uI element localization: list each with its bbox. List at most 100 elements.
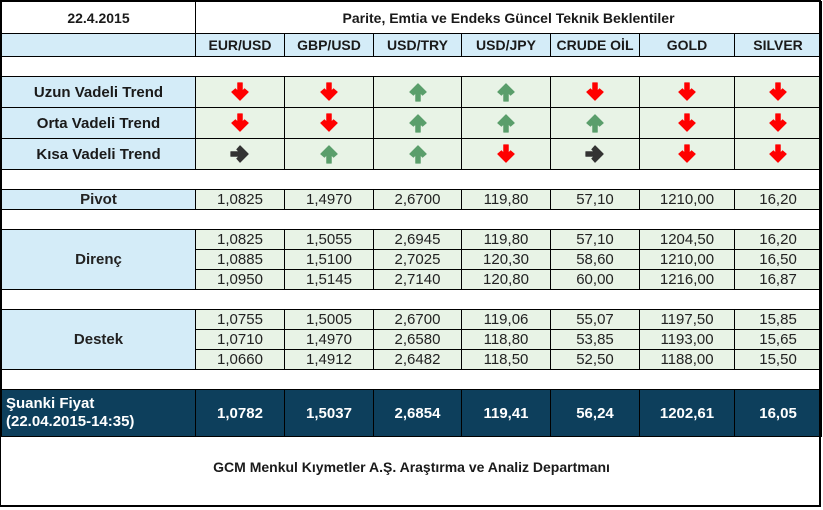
current-price-row: Şuanki Fiyat (22.04.2015-14:35) 1,0782 1,… [1, 389, 823, 437]
trend-cell [373, 107, 462, 139]
value-cell: 15,65 [733, 329, 823, 350]
trend-cell [373, 138, 462, 170]
arrow-up-icon [407, 81, 429, 103]
value-cell: 1,0660 [195, 349, 285, 370]
value-cell: 57,10 [550, 229, 640, 250]
arrow-up-icon [495, 81, 517, 103]
arrow-up-icon [318, 143, 340, 165]
arrow-right-icon [584, 143, 606, 165]
current-value: 1,5037 [284, 389, 374, 437]
trend-cell [733, 138, 823, 170]
value-cell: 1,0710 [195, 329, 285, 350]
report-date: 22.4.2015 [1, 1, 196, 34]
trend-cell [639, 107, 735, 139]
value-cell: 57,10 [550, 189, 640, 210]
value-cell: 1,4970 [284, 189, 374, 210]
current-value: 56,24 [550, 389, 640, 437]
trend-row-mid: Orta Vadeli Trend [1, 107, 823, 139]
value-cell: 16,87 [733, 269, 823, 290]
support-label: Destek [1, 309, 196, 370]
trend-cell [733, 76, 823, 108]
arrow-down-icon [584, 81, 606, 103]
value-cell: 55,07 [550, 309, 640, 330]
trend-cell [639, 138, 735, 170]
value-cell: 16,20 [733, 189, 823, 210]
col-header: USD/JPY [461, 33, 551, 57]
title-row: 22.4.2015 Parite, Emtia ve Endeks Güncel… [1, 1, 823, 34]
arrow-right-icon [229, 143, 251, 165]
spacer-row [0, 169, 823, 190]
value-cell: 2,6700 [373, 309, 462, 330]
trend-cell [550, 138, 640, 170]
value-cell: 1188,00 [639, 349, 735, 370]
value-cell: 120,30 [461, 249, 551, 270]
support-row: 1,0710 1,4970 2,6580 118,80 53,85 1193,0… [2, 329, 823, 350]
trend-cell [284, 107, 374, 139]
value-cell: 15,50 [733, 349, 823, 370]
pivot-label: Pivot [1, 189, 196, 210]
trend-label: Uzun Vadeli Trend [1, 76, 196, 108]
value-cell: 2,7140 [373, 269, 462, 290]
trend-row-long: Uzun Vadeli Trend [1, 76, 823, 108]
spacer [0, 169, 823, 190]
arrow-down-icon [676, 81, 698, 103]
value-cell: 1,5005 [284, 309, 374, 330]
value-cell: 58,60 [550, 249, 640, 270]
pivot-row: Pivot 1,0825 1,4970 2,6700 119,80 57,10 … [1, 189, 823, 210]
trend-cell [461, 138, 551, 170]
trend-row-short: Kısa Vadeli Trend [1, 138, 823, 170]
value-cell: 1210,00 [639, 249, 735, 270]
trend-cell [733, 107, 823, 139]
footer-row: GCM Menkul Kıymetler A.Ş. Araştırma ve A… [2, 437, 822, 497]
current-value: 119,41 [461, 389, 551, 437]
value-cell: 1,0950 [195, 269, 285, 290]
spacer [0, 289, 823, 310]
value-cell: 120,80 [461, 269, 551, 290]
arrow-down-icon [676, 143, 698, 165]
support-row: Destek 1,0755 1,5005 2,6700 119,06 55,07… [1, 309, 823, 370]
value-cell: 1204,50 [639, 229, 735, 250]
arrow-down-icon [318, 112, 340, 134]
value-cell: 60,00 [550, 269, 640, 290]
column-header-row: EUR/USD GBP/USD USD/TRY USD/JPY CRUDE Oİ… [1, 33, 823, 57]
value-cell: 1210,00 [639, 189, 735, 210]
spacer-row [0, 56, 823, 77]
value-cell: 118,80 [461, 329, 551, 350]
current-price-title: Şuanki Fiyat [6, 395, 95, 412]
footer-text: GCM Menkul Kıymetler A.Ş. Araştırma ve A… [213, 458, 610, 475]
spacer [0, 209, 823, 230]
value-cell: 1,0885 [195, 249, 285, 270]
trend-cell [550, 107, 640, 139]
value-cell: 52,50 [550, 349, 640, 370]
value-cell: 2,6945 [373, 229, 462, 250]
value-cell: 16,20 [733, 229, 823, 250]
report-title: Parite, Emtia ve Endeks Güncel Teknik Be… [194, 1, 823, 34]
arrow-down-icon [229, 81, 251, 103]
trend-label: Kısa Vadeli Trend [1, 138, 196, 170]
arrow-down-icon [676, 112, 698, 134]
value-cell: 16,50 [733, 249, 823, 270]
value-cell: 53,85 [550, 329, 640, 350]
value-cell: 1,4912 [284, 349, 374, 370]
value-cell: 1,4970 [284, 329, 374, 350]
arrow-down-icon [767, 112, 789, 134]
arrow-down-icon [229, 112, 251, 134]
arrow-down-icon [767, 81, 789, 103]
col-header: EUR/USD [195, 33, 285, 57]
arrow-up-icon [407, 112, 429, 134]
value-cell: 1,0825 [195, 229, 285, 250]
arrow-up-icon [584, 112, 606, 134]
col-header: GOLD [639, 33, 735, 57]
value-cell: 119,80 [461, 229, 551, 250]
resistance-row: 1,0885 1,5100 2,7025 120,30 58,60 1210,0… [2, 249, 823, 270]
resistance-label: Direnç [1, 229, 196, 290]
spacer-row [0, 209, 823, 230]
trend-cell [373, 76, 462, 108]
arrow-up-icon [407, 143, 429, 165]
value-cell: 2,7025 [373, 249, 462, 270]
spacer-row [0, 289, 823, 310]
trend-cell [461, 76, 551, 108]
col-header: SILVER [733, 33, 823, 57]
arrow-down-icon [767, 143, 789, 165]
value-cell: 1197,50 [639, 309, 735, 330]
